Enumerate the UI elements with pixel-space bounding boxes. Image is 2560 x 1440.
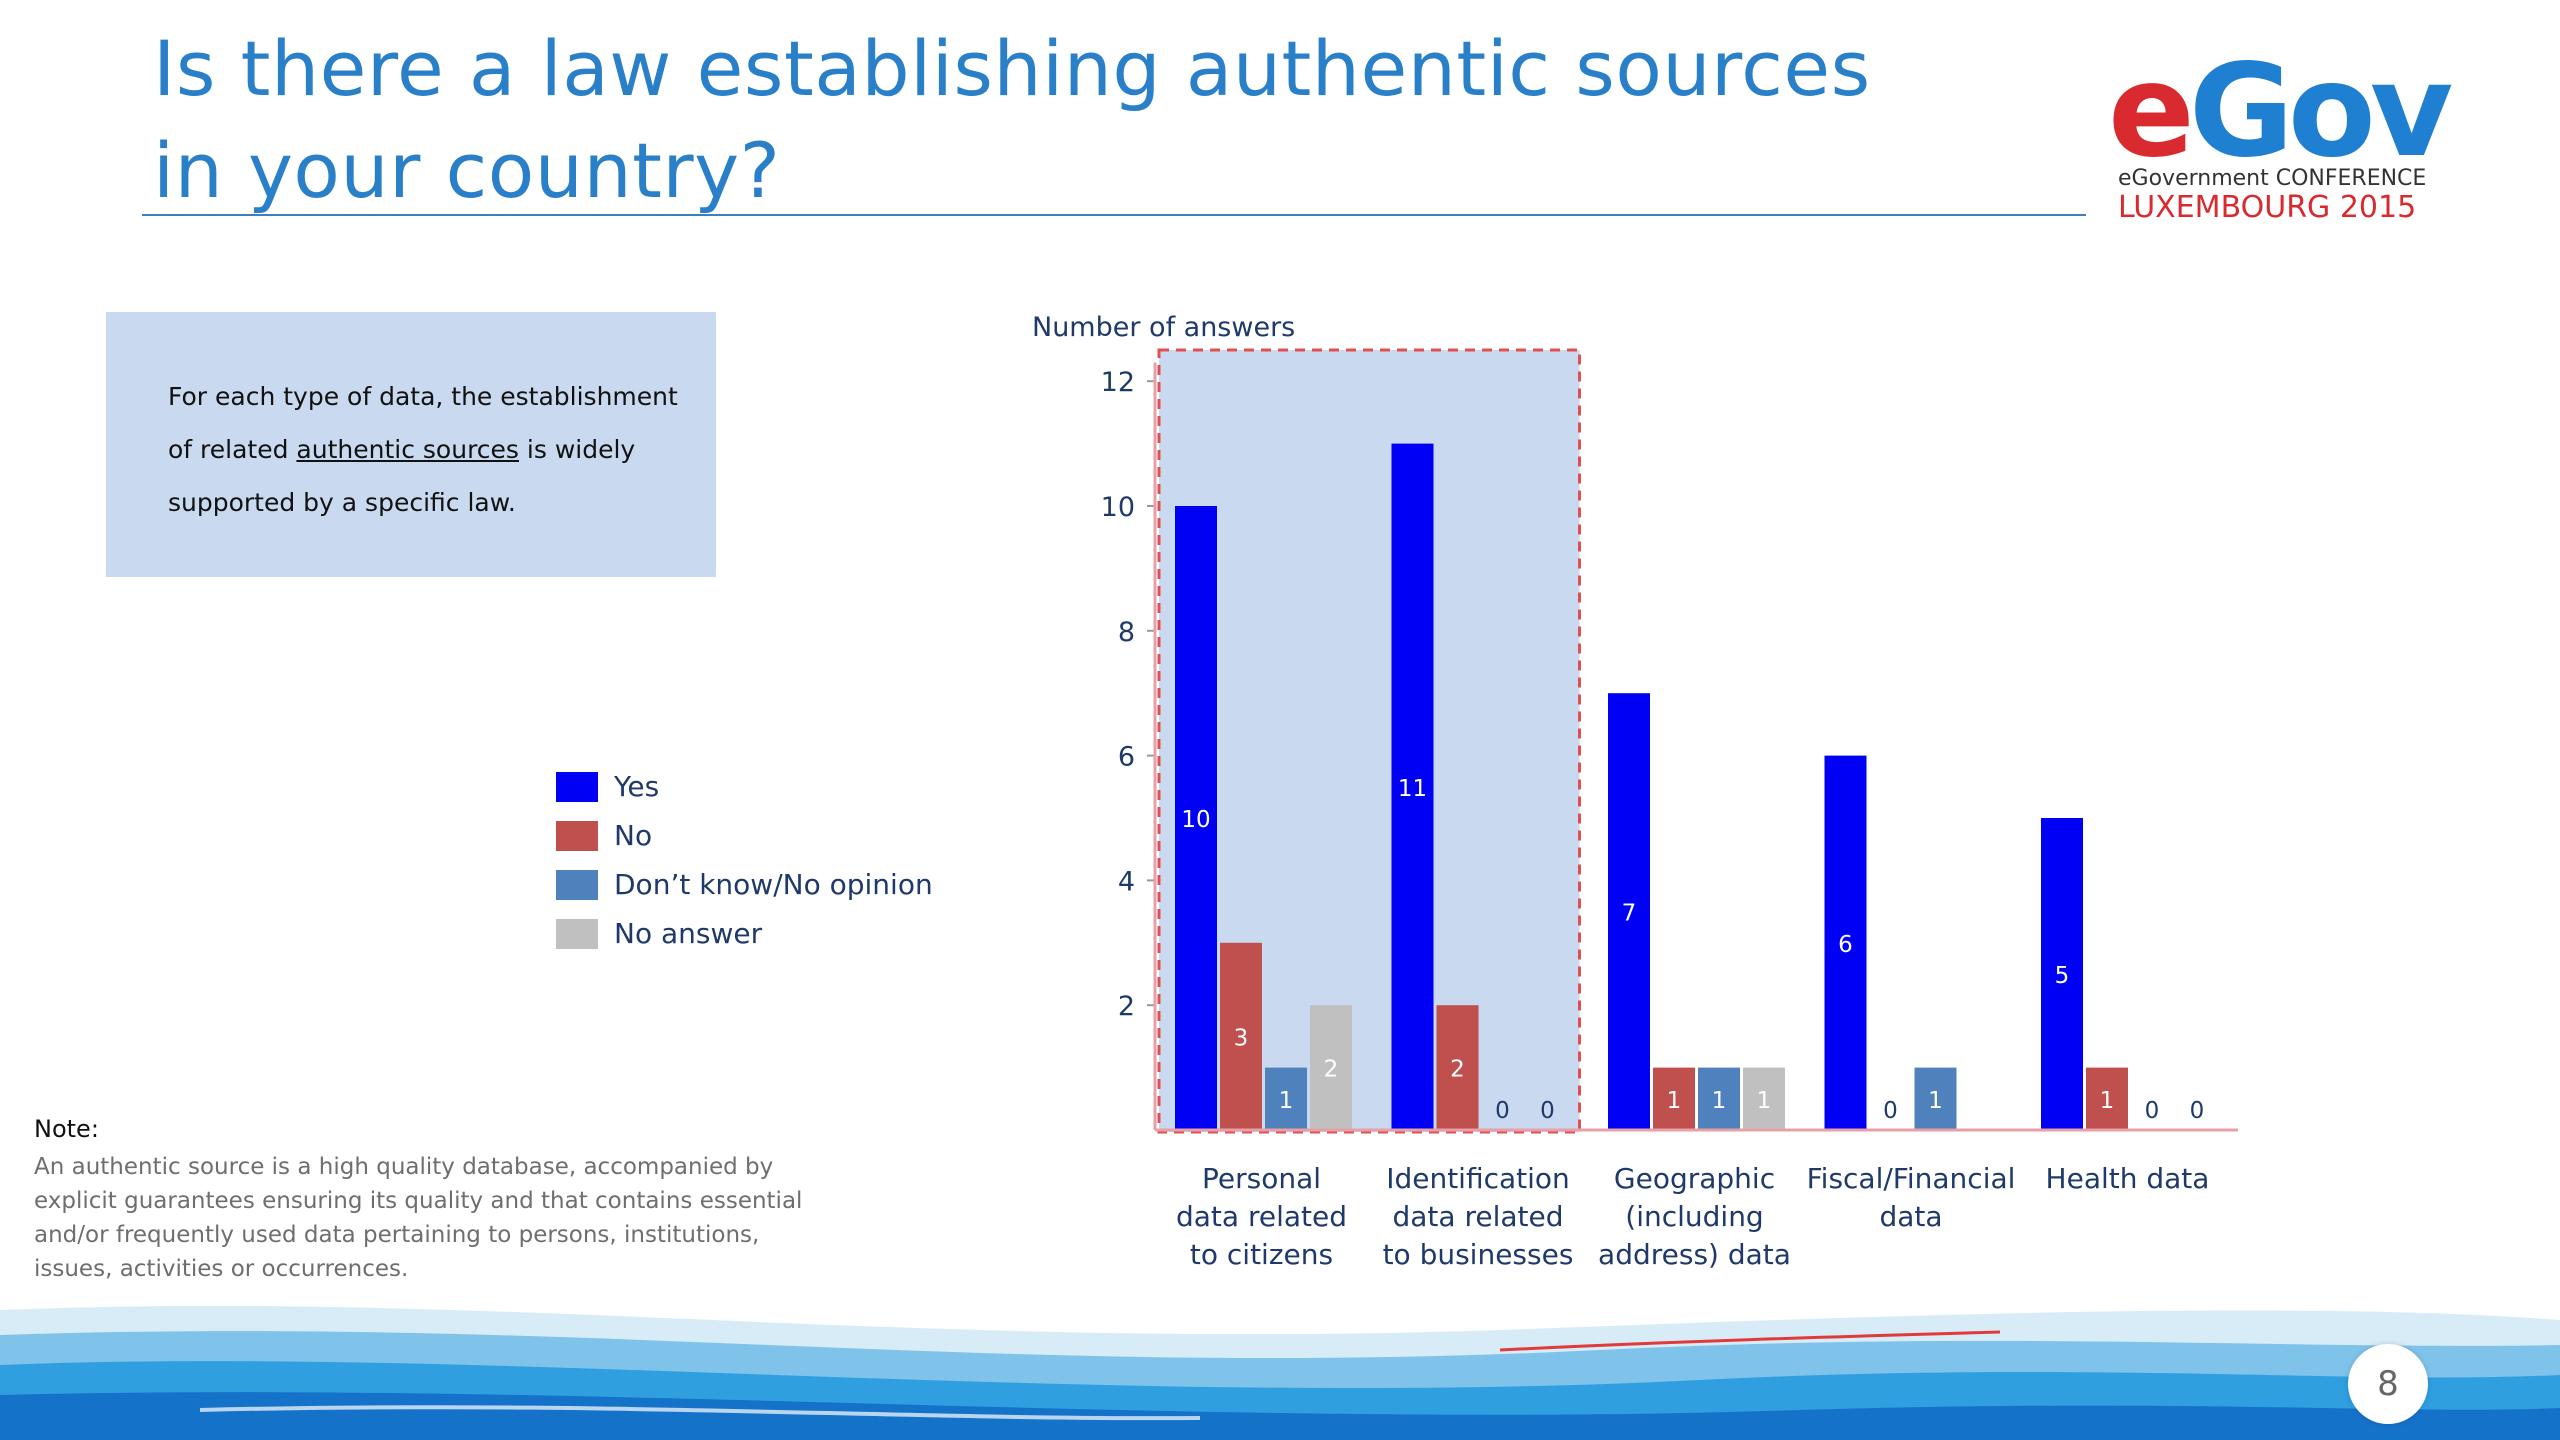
data-label: 0 [1883,1098,1898,1124]
legend-swatch-no-answer [556,918,598,949]
y-tick-label: 2 [1118,991,1135,1022]
bar-no-answer [1310,1005,1352,1130]
y-tick-label: 12 [1101,367,1135,398]
bar-yes [1391,443,1434,1131]
data-label: 1 [1667,1088,1682,1114]
data-label: 1 [2100,1088,2115,1114]
data-label: 10 [1181,807,1210,833]
egov-logo: eGov eGovernment CONFERENCE LUXEMBOURG 2… [2108,48,2453,228]
x-category-label: address) data [1598,1238,1791,1271]
legend-swatch-no [556,820,598,851]
x-category-label: Personal [1202,1162,1321,1195]
legend-item-dont-know: Don’t know/No opinion [556,860,933,909]
data-label: 3 [1234,1025,1249,1051]
y-tick-label: 4 [1118,866,1135,897]
data-label: 5 [2055,963,2070,989]
logo-wordmark: eGov [2108,37,2453,186]
data-label: 0 [2145,1098,2160,1124]
note-text: An authentic source is a high quality da… [34,1154,803,1282]
note-heading: Note: [34,1115,99,1143]
legend-item-no-answer: No answer [556,909,933,958]
data-label: 1 [1928,1088,1943,1114]
x-category-label: Geographic [1614,1162,1775,1195]
x-category-label: Identification [1386,1162,1570,1195]
title-line-2: in your country? [153,126,781,215]
data-label: 1 [1712,1088,1727,1114]
slide-title: Is there a law establishing authentic so… [153,18,2053,222]
bar-no [1220,942,1262,1130]
decorative-wave [0,1305,2560,1440]
legend-item-no: No [556,811,933,860]
bar-dont-know [1698,1067,1740,1130]
data-label: 7 [1622,901,1637,927]
data-label: 0 [1495,1098,1510,1124]
page-number: 8 [2348,1344,2428,1424]
x-category-label: (including [1625,1200,1763,1233]
data-label: 1 [1279,1088,1294,1114]
legend-swatch-yes [556,771,598,802]
bar-yes [1175,506,1217,1130]
data-label: 6 [1838,932,1853,958]
bar-yes [1824,755,1867,1130]
x-category-label: data related [1176,1200,1347,1233]
logo-event: LUXEMBOURG 2015 [2118,190,2417,225]
bar-no [1436,1005,1479,1130]
y-tick-label: 8 [1118,617,1135,648]
y-tick-label: 10 [1101,492,1135,523]
x-category-label: to businesses [1383,1238,1574,1271]
x-category-label: data related [1392,1200,1563,1233]
data-label: 0 [1540,1098,1555,1124]
x-category-label: Fiscal/Financial [1807,1162,2016,1195]
authentic-sources-term: authentic sources [296,435,519,464]
legend-item-yes: Yes [556,762,933,811]
data-label: 1 [1757,1088,1772,1114]
bar-no [2086,1067,2128,1130]
info-box: For each type of data, the establishment… [106,312,716,577]
title-underline [142,214,2086,216]
data-label: 11 [1398,776,1427,802]
data-label: 2 [1450,1057,1465,1083]
chart-legend: Yes No Don’t know/No opinion No answer [556,762,933,958]
bar-no [1653,1067,1695,1130]
info-text: For each type of data, the establishment… [168,382,678,517]
x-category-label: to citizens [1190,1238,1333,1271]
title-line-1: Is there a law establishing authentic so… [153,24,1871,113]
data-label: 0 [2190,1098,2205,1124]
y-axis-label: Number of answers [1032,312,1295,343]
legend-swatch-dont-know [556,869,598,900]
bar-dont-know [1914,1067,1957,1130]
x-category-label: Health data [2046,1162,2210,1195]
bar-no-answer [1743,1067,1785,1130]
bar-yes [2041,818,2083,1130]
y-tick-label: 6 [1118,742,1135,773]
data-label: 2 [1324,1057,1339,1083]
logo-subtitle: eGovernment CONFERENCE [2118,166,2427,191]
bar-yes [1608,693,1650,1130]
x-category-label: data [1879,1200,1942,1233]
bar-dont-know [1265,1067,1307,1130]
